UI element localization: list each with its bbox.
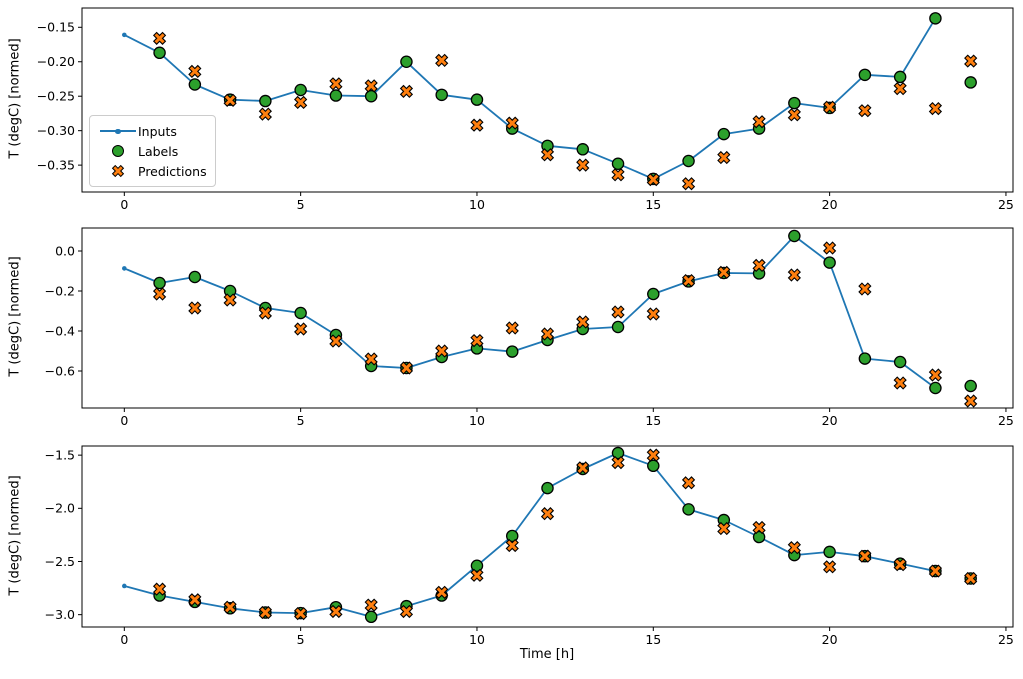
x-tick-label: 20 [822, 197, 838, 212]
predictions-scatter-series [152, 448, 978, 621]
y-axis-label-middle: T (degC) [normed] [7, 256, 23, 377]
x-tick-label: 10 [469, 197, 485, 212]
y-tick-label: −1.5 [45, 447, 75, 462]
y-tick-label: −0.6 [45, 363, 75, 378]
y-axis-label-top: T (degC) [normed] [7, 38, 23, 159]
y-tick-label: −0.30 [37, 123, 75, 138]
x-tick-label: 15 [645, 413, 661, 428]
y-tick-label: −0.2 [45, 283, 75, 298]
legend-item-labels: Labels [98, 141, 207, 161]
predictions-scatter-series [152, 241, 978, 408]
legend-item-inputs: Inputs [98, 121, 207, 141]
y-tick-label: −0.25 [37, 89, 75, 104]
x-tick-label: 5 [297, 632, 305, 647]
y-tick-label: −3.0 [45, 607, 75, 622]
x-tick-label: 25 [998, 197, 1014, 212]
y-tick-label: 0.0 [55, 243, 75, 258]
x-axis-label: Time [h] [519, 647, 575, 662]
labels-scatter-series [153, 12, 977, 186]
legend: Inputs Labels Predictions [89, 115, 216, 187]
subplot-3: 0 5 10 15 20 25 −1.5 −2.0 −2.5 −3.0 [45, 445, 1014, 647]
legend-item-predictions: Predictions [98, 161, 207, 181]
x-tick-label: 5 [297, 197, 305, 212]
legend-label-predictions: Predictions [138, 163, 207, 179]
x-tick-label: 20 [822, 632, 838, 647]
inputs-line-icon [98, 124, 138, 138]
x-tick-label: 15 [645, 197, 661, 212]
predictions-x-icon [98, 163, 138, 179]
subplot-2: 0 5 10 15 20 25 0.0 −0.2 −0.4 −0.6 [45, 227, 1014, 428]
x-tick-label: 5 [297, 413, 305, 428]
y-tick-label: −0.35 [37, 157, 75, 172]
x-tick-label: 10 [469, 632, 485, 647]
legend-label-inputs: Inputs [138, 123, 177, 139]
y-axis-label-bottom: T (degC) [normed] [7, 475, 23, 596]
y-tick-label: −0.15 [37, 20, 75, 35]
x-tick-label: 10 [469, 413, 485, 428]
y-tick-label: −2.0 [45, 501, 75, 516]
y-tick-label: −0.20 [37, 54, 75, 69]
y-tick-label: −0.4 [45, 323, 75, 338]
x-tick-label: 0 [120, 632, 128, 647]
x-tick-label: 0 [120, 197, 128, 212]
predictions-scatter-series [152, 31, 978, 191]
y-tick-label: −2.5 [45, 554, 75, 569]
labels-circle-icon [98, 144, 138, 158]
subplot-1: 0 5 10 15 20 25 −0.15 −0.20 −0.25 −0.30 −0.35 [37, 7, 1014, 212]
x-tick-label: 20 [822, 413, 838, 428]
x-tick-label: 15 [645, 632, 661, 647]
x-tick-label: 0 [120, 413, 128, 428]
x-tick-label: 25 [998, 413, 1014, 428]
x-tick-label: 25 [998, 632, 1014, 647]
legend-label-labels: Labels [138, 143, 179, 159]
